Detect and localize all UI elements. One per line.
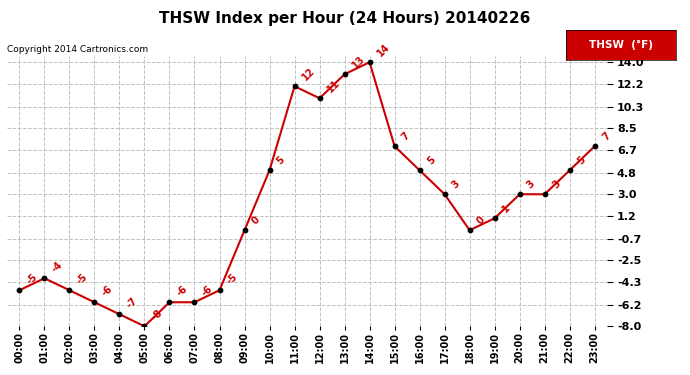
Text: THSW Index per Hour (24 Hours) 20140226: THSW Index per Hour (24 Hours) 20140226 <box>159 11 531 26</box>
Point <box>14 287 25 293</box>
Text: 5: 5 <box>575 154 587 166</box>
Text: -5: -5 <box>75 272 90 286</box>
Text: 3: 3 <box>450 178 462 190</box>
Point <box>314 95 325 101</box>
Text: -4: -4 <box>50 260 65 274</box>
Point <box>514 191 525 197</box>
Text: THSW  (°F): THSW (°F) <box>589 40 653 50</box>
Text: 3: 3 <box>550 178 562 190</box>
Text: Copyright 2014 Cartronics.com: Copyright 2014 Cartronics.com <box>7 45 148 54</box>
Point <box>89 299 100 305</box>
Point <box>389 143 400 149</box>
Point <box>114 311 125 317</box>
Text: -5: -5 <box>225 272 239 286</box>
Text: 5: 5 <box>275 154 287 166</box>
Text: 12: 12 <box>300 66 317 82</box>
Text: -7: -7 <box>125 296 139 310</box>
Point <box>264 167 275 173</box>
Text: 7: 7 <box>400 130 412 142</box>
Text: 7: 7 <box>600 130 612 142</box>
Text: -6: -6 <box>200 284 215 298</box>
Point <box>464 227 475 233</box>
Point <box>339 71 350 77</box>
Point <box>214 287 225 293</box>
Point <box>239 227 250 233</box>
Point <box>289 83 300 89</box>
Text: 13: 13 <box>350 54 367 70</box>
Text: -6: -6 <box>175 284 190 298</box>
Point <box>564 167 575 173</box>
Text: 5: 5 <box>425 154 437 166</box>
Point <box>589 143 600 149</box>
Point <box>539 191 550 197</box>
Text: 3: 3 <box>525 178 537 190</box>
Point <box>39 275 50 281</box>
Text: 0: 0 <box>250 214 262 226</box>
Text: 14: 14 <box>375 42 392 58</box>
Text: 0: 0 <box>475 214 487 226</box>
Text: -6: -6 <box>100 284 115 298</box>
Point <box>64 287 75 293</box>
Point <box>489 215 500 221</box>
Point <box>164 299 175 305</box>
Point <box>139 323 150 329</box>
Point <box>364 59 375 65</box>
Point <box>189 299 200 305</box>
Text: -5: -5 <box>25 272 39 286</box>
Text: 1: 1 <box>500 202 512 214</box>
Point <box>439 191 450 197</box>
Text: 11: 11 <box>325 78 342 94</box>
Text: -8: -8 <box>150 308 165 322</box>
Point <box>414 167 425 173</box>
